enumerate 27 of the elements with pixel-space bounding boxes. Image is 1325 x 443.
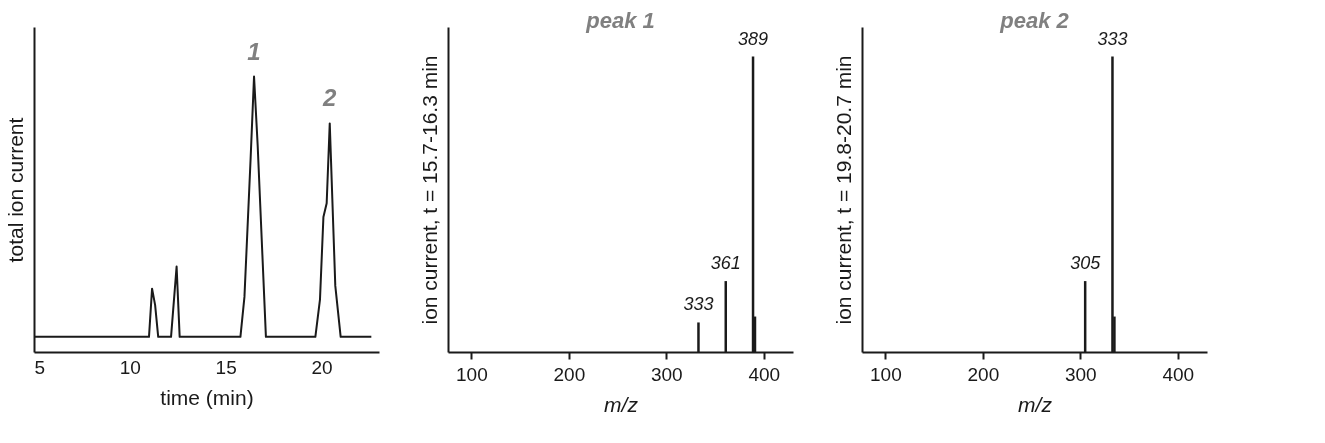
x-tick-label: 200 xyxy=(967,363,1000,385)
x-axis-title: m/z xyxy=(1018,392,1053,416)
x-tick-label: 15 xyxy=(215,356,237,378)
x-tick-label: 10 xyxy=(119,356,141,378)
annotation: 1 xyxy=(247,37,261,65)
annotation: 2 xyxy=(322,84,338,112)
annotation: 333 xyxy=(1097,28,1128,49)
x-tick-label: 300 xyxy=(650,363,683,385)
x-axis-title: m/z xyxy=(604,392,639,416)
x-tick-label: 400 xyxy=(748,363,781,385)
x-tick-label: 100 xyxy=(870,363,902,385)
x-tick-label: 5 xyxy=(34,356,46,378)
y-axis-title: ion current, t = 15.7-16.3 min xyxy=(417,55,441,325)
y-axis-title: total ion current xyxy=(3,117,27,263)
annotation: 389 xyxy=(738,28,769,49)
x-tick-label: 400 xyxy=(1162,363,1195,385)
x-tick-label: 20 xyxy=(311,356,333,378)
x-tick-label: 300 xyxy=(1064,363,1097,385)
chart-title: peak 2 xyxy=(999,8,1070,33)
x-axis-title: time (min) xyxy=(160,385,254,409)
annotation: 333 xyxy=(683,294,714,315)
x-tick-label: 100 xyxy=(456,363,488,385)
annotation: 361 xyxy=(710,253,741,274)
chart-title: peak 1 xyxy=(585,8,655,33)
annotation: 305 xyxy=(1070,253,1102,274)
y-axis-title: ion current, t = 19.8-20.7 min xyxy=(831,55,855,325)
x-tick-label: 200 xyxy=(553,363,586,385)
